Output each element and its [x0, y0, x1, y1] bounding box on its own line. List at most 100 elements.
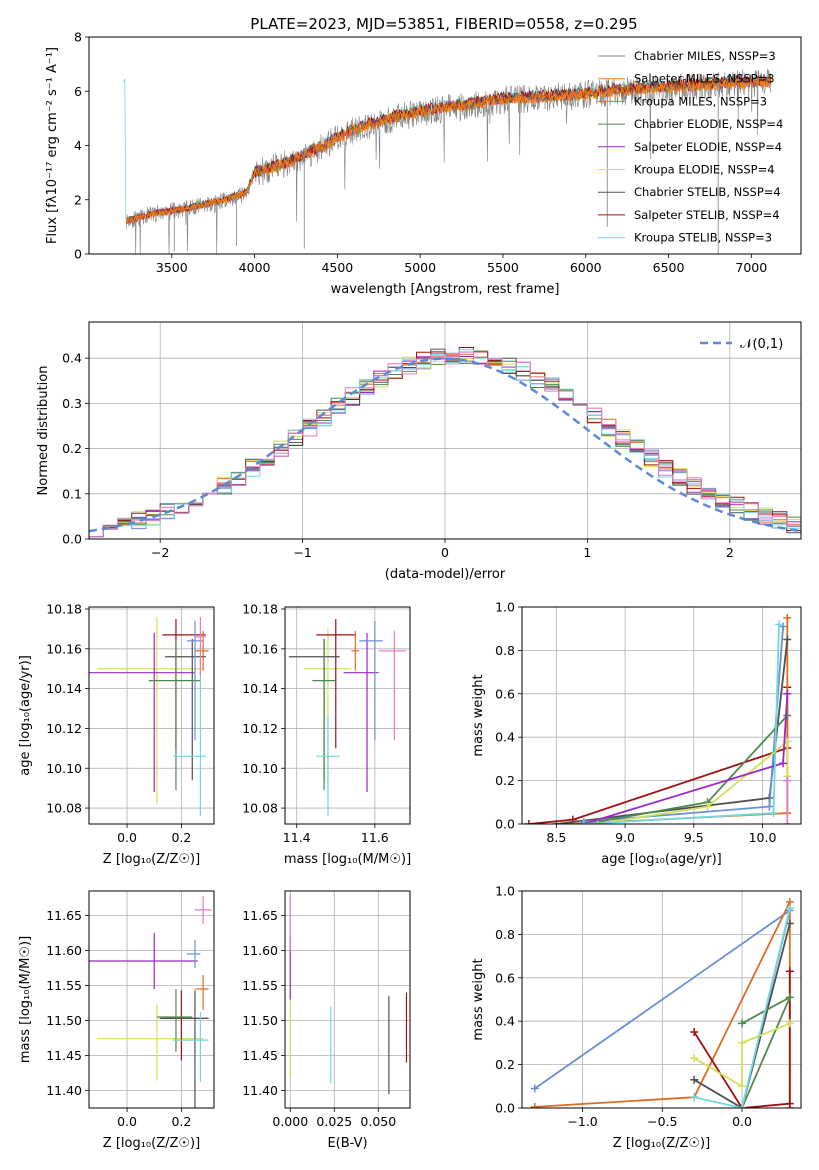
y-tick-label: 11.40: [242, 1083, 278, 1098]
plus-marker: [530, 1102, 539, 1108]
y-tick-label: 0.2: [62, 441, 82, 456]
chart-Z-mass: 0.0 0.2 11.40 11.45 11.50 11.55 11.60 11.65 Z [l…: [18, 890, 215, 1151]
y-tick-label: 10.16: [242, 641, 278, 656]
histogram-step: [89, 357, 801, 538]
x-axis-label: age [log₁₀(age/yr)]: [601, 852, 722, 867]
y-tick-label: 0.8: [495, 643, 515, 658]
y-tick-label: 10.12: [242, 721, 278, 736]
weight-line: [570, 617, 789, 824]
plot-area: [285, 607, 410, 824]
histogram-step: [89, 351, 801, 538]
error-bar-point: [165, 638, 206, 781]
plot-area: [89, 607, 214, 824]
x-axis-label: Z [log₁₀(Z/Z☉)]: [613, 1136, 710, 1151]
y-tick-label: 10.18: [242, 601, 278, 616]
plus-marker: [579, 820, 588, 824]
plus-marker: [738, 1082, 747, 1091]
y-tick-label: 10.14: [46, 681, 82, 696]
error-bar-point: [316, 716, 340, 817]
plot-area: [285, 891, 410, 1108]
y-tick-label: 10.14: [242, 681, 278, 696]
x-tick-label: 4500: [321, 260, 353, 275]
plus-marker: [775, 620, 784, 629]
y-tick-label: 11.40: [46, 1083, 82, 1098]
y-axis-label: mass weight: [471, 674, 486, 756]
histogram-step: [89, 350, 801, 538]
error-bar-point: [97, 616, 204, 805]
y-tick-label: 0.0: [62, 532, 82, 547]
plus-marker: [783, 820, 792, 824]
plus-marker: [779, 759, 788, 768]
plus-marker: [524, 820, 533, 824]
error-bar-point: [159, 990, 209, 1108]
error-bar-point: [316, 618, 356, 749]
x-axis-label: mass [log₁₀(M/M☉)]: [284, 852, 411, 867]
axes-frame: [88, 321, 802, 540]
x-tick-label: 8.5: [546, 830, 566, 845]
y-tick-label: 0: [74, 247, 82, 262]
y-tick-label: 0.4: [495, 730, 515, 745]
x-tick-label: 0.025: [316, 1114, 352, 1129]
x-tick-label: 0.0: [732, 1114, 752, 1129]
plus-marker: [738, 1019, 747, 1028]
error-bar-point: [194, 630, 209, 671]
plus-marker: [783, 613, 792, 622]
error-bar-point: [312, 640, 336, 791]
y-axis-label: mass [log₁₀(M/M☉)]: [18, 936, 33, 1063]
error-bar-point: [186, 940, 201, 968]
y-tick-label: 6: [74, 84, 82, 99]
x-tick-label: 1: [583, 545, 591, 560]
x-tick-label: 3500: [156, 260, 188, 275]
y-axis-label: Flux [fλ10⁻¹⁷ erg cm⁻² s⁻¹ A⁻¹]: [45, 47, 60, 244]
x-tick-label: 0.2: [171, 1114, 191, 1129]
histogram-step: [89, 350, 801, 538]
x-tick-label: −0.5: [647, 1114, 677, 1129]
y-tick-label: 4: [74, 138, 82, 153]
error-bar-point: [156, 989, 193, 1052]
y-tick-label: 1.0: [495, 600, 515, 615]
x-tick-label: 9.5: [684, 830, 704, 845]
plus-marker: [783, 635, 792, 644]
y-tick-label: 0.1: [62, 486, 82, 501]
weight-line: [528, 687, 789, 824]
figure-title: PLATE=2023, MJD=53851, FIBERID=0558, z=0…: [250, 15, 637, 33]
chart-spectrum: 3500 4000 4500 5000 5500 6000 6500 7000 0 2 4 6 8 wav…: [45, 30, 802, 297]
x-tick-label: 0.0: [117, 830, 137, 845]
plus-marker: [690, 1075, 699, 1084]
y-tick-label: 0.3: [62, 396, 82, 411]
error-bar-point: [89, 933, 198, 989]
histogram-step: [89, 353, 801, 538]
x-axis-label: (data-model)/error: [385, 567, 506, 582]
x-tick-label: 6500: [653, 260, 685, 275]
plus-marker: [785, 967, 794, 976]
y-tick-label: 10.18: [46, 601, 82, 616]
plus-marker: [765, 802, 774, 811]
y-tick-label: 11.65: [46, 908, 82, 923]
legend-entry: Chabrier MILES, NSSP=3: [634, 49, 776, 63]
x-tick-label: 9.0: [615, 830, 635, 845]
y-tick-label: 0.8: [495, 927, 515, 942]
legend-entry: Kroupa MILES, NSSP=3: [634, 94, 767, 108]
y-tick-label: 2: [74, 192, 82, 207]
axes-frame: [88, 36, 802, 255]
error-bar-point: [148, 640, 201, 791]
plot-area: [522, 607, 801, 824]
y-tick-label: 11.65: [242, 908, 278, 923]
axes-frame: [284, 890, 411, 1109]
plus-marker: [530, 1084, 539, 1093]
plus-marker: [783, 711, 792, 720]
x-axis-label: Z [log₁₀(Z/Z☉)]: [103, 1136, 200, 1151]
y-tick-label: 0.2: [495, 773, 515, 788]
plus-marker: [769, 809, 778, 818]
y-tick-label: 10.10: [242, 761, 278, 776]
spectrum-line: [126, 68, 772, 254]
legend-entry: Salpeter MILES, NSSP=3: [634, 72, 775, 86]
legend-entry: Chabrier ELODIE, NSSP=4: [634, 117, 783, 131]
x-tick-label: −2: [151, 545, 169, 560]
chart-mass-age: 11.4 11.6 10.08 10.10 10.12 10.14 10.16 10.18 ma…: [242, 601, 411, 867]
y-axis-label: Normed distribution: [36, 366, 51, 496]
x-tick-label: −1: [293, 545, 311, 560]
x-tick-label: 0.050: [360, 1114, 396, 1129]
x-axis-label: E(B-V): [327, 1136, 367, 1151]
